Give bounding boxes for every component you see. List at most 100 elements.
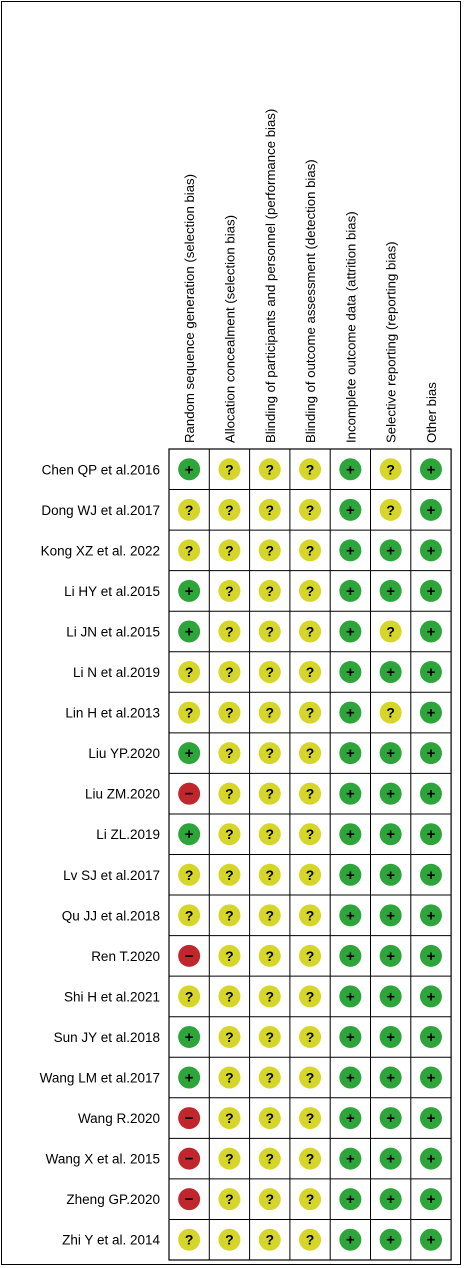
rating-unclear-symbol: ? [306,867,315,883]
rating-low-dot [178,823,201,846]
rating-low-dot [379,944,402,967]
rating-unclear-symbol: ? [306,1070,315,1086]
rating-unclear-dot [299,458,322,481]
rating-low-symbol: + [427,1029,436,1046]
rating-unclear-dot [218,1188,241,1211]
rating-high-dot [178,944,201,967]
rating-unclear-dot [258,985,281,1008]
rating-unclear-dot [258,1188,281,1211]
rating-unclear-dot [218,1228,241,1251]
rating-unclear-dot [299,823,322,846]
rating-unclear-symbol: ? [306,502,315,518]
rating-low-symbol: + [185,461,194,478]
rating-low-symbol: + [427,461,436,478]
rating-low-dot [178,458,201,481]
study-label: Shi H et al.2021 [64,989,160,1004]
rating-low-dot [339,1066,362,1089]
rating-high-dot [178,1107,201,1130]
rating-unclear-dot [218,823,241,846]
rating-low-symbol: + [427,907,436,924]
rating-unclear-symbol: ? [386,623,395,639]
rating-low-dot [339,498,362,521]
rating-unclear-dot [299,701,322,724]
rating-unclear-symbol: ? [265,502,274,518]
rating-low-symbol: + [427,745,436,762]
rating-unclear-symbol: ? [225,623,234,639]
rating-unclear-dot [258,1025,281,1048]
rating-low-dot [379,985,402,1008]
rating-unclear-dot [299,1066,322,1089]
rating-low-symbol: + [386,542,395,559]
rating-low-symbol: + [386,867,395,884]
rating-unclear-dot [218,863,241,886]
rating-low-symbol: + [427,988,436,1005]
rating-low-dot [339,1147,362,1170]
rating-unclear-dot [178,904,201,927]
rating-unclear-dot [299,539,322,562]
rating-unclear-dot [258,823,281,846]
rating-low-dot [419,985,442,1008]
study-label: Ren T.2020 [91,949,160,964]
column-header: Blinding of outcome assessment (detectio… [303,159,318,443]
rating-low-dot [379,1066,402,1089]
rating-low-dot [339,904,362,927]
rating-low-symbol: + [346,1191,355,1208]
rating-unclear-dot [218,458,241,481]
rating-unclear-dot [258,1147,281,1170]
rating-unclear-symbol: ? [225,1110,234,1126]
rating-unclear-symbol: ? [225,1070,234,1086]
rating-unclear-dot [299,1188,322,1211]
rating-low-dot [339,661,362,684]
rating-low-symbol: + [346,786,355,803]
study-label: Liu YP.2020 [88,746,160,761]
rating-low-dot [419,498,442,521]
column-header: Random sequence generation (selection bi… [182,174,197,443]
rating-unclear-dot [218,1025,241,1048]
rating-low-symbol: + [185,1070,194,1087]
rating-low-symbol: + [386,786,395,803]
rating-unclear-dot [258,1066,281,1089]
study-label: Lv SJ et al.2017 [63,868,160,883]
study-label: Kong XZ et al. 2022 [41,543,160,558]
rating-low-symbol: + [346,623,355,640]
rating-low-symbol: + [386,1191,395,1208]
rating-unclear-symbol: ? [306,623,315,639]
rating-low-dot [419,823,442,846]
rating-unclear-symbol: ? [265,1151,274,1167]
rating-unclear-dot [299,1025,322,1048]
rating-low-dot [419,458,442,481]
rating-unclear-dot [258,944,281,967]
rating-low-symbol: + [427,1191,436,1208]
rating-low-symbol: + [346,1029,355,1046]
rating-unclear-symbol: ? [265,1191,274,1207]
rating-unclear-dot [218,944,241,967]
rating-unclear-dot [299,1147,322,1170]
rating-unclear-dot [299,863,322,886]
rating-low-symbol: + [427,583,436,600]
rating-low-dot [419,1066,442,1089]
rating-low-symbol: + [427,867,436,884]
rating-unclear-symbol: ? [225,948,234,964]
rating-unclear-symbol: ? [306,1029,315,1045]
rating-unclear-symbol: ? [225,1232,234,1248]
rating-low-symbol: + [346,826,355,843]
rating-unclear-dot [218,742,241,765]
rating-low-symbol: + [346,907,355,924]
rating-low-dot [419,539,442,562]
rating-low-dot [419,1228,442,1251]
rating-unclear-dot [258,539,281,562]
rating-unclear-symbol: ? [306,542,315,558]
rating-low-symbol: + [346,1151,355,1168]
rating-unclear-symbol: ? [225,583,234,599]
rating-unclear-dot [258,498,281,521]
rating-unclear-symbol: ? [306,1232,315,1248]
column-header: Blinding of participants and personnel (… [263,109,278,443]
rating-unclear-symbol: ? [185,705,194,721]
rating-low-symbol: + [185,1029,194,1046]
rating-low-dot [379,863,402,886]
rating-unclear-dot [178,1228,201,1251]
study-label: Li HY et al.2015 [64,584,160,599]
rating-unclear-symbol: ? [225,1191,234,1207]
study-label: Zheng GP.2020 [66,1192,160,1207]
